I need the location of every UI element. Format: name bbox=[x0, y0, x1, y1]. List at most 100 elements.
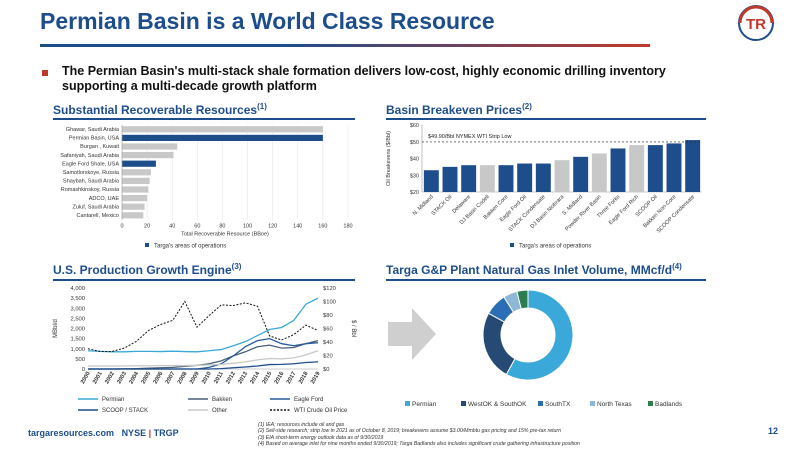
breakeven-footnote-ref: (2) bbox=[522, 102, 532, 111]
legend-swatch bbox=[648, 401, 653, 406]
category-label: Permian Basin, USA bbox=[69, 136, 119, 142]
legend-label: Targa's areas of operations bbox=[519, 244, 591, 250]
intro-bullet: The Permian Basin's multi-stack shale fo… bbox=[62, 64, 666, 93]
category-label: ADCO, UAE bbox=[89, 196, 120, 202]
series-line bbox=[88, 350, 319, 367]
bar bbox=[554, 160, 570, 192]
x-tick-label: 0 bbox=[120, 224, 123, 230]
legend-label: Bakken bbox=[212, 397, 232, 403]
targa-logo: TR bbox=[738, 5, 774, 41]
x-tick-label: 2002 bbox=[104, 371, 116, 385]
y-tick-label: $40 bbox=[410, 157, 419, 163]
category-label: Cantarell, Mexico bbox=[77, 213, 120, 219]
legend-label: Targa's areas of operations bbox=[154, 244, 226, 250]
y-tick-label: $20 bbox=[410, 190, 419, 196]
bar bbox=[122, 195, 148, 202]
bar bbox=[685, 140, 701, 192]
x-tick-label: 40 bbox=[169, 224, 175, 230]
bar bbox=[122, 177, 150, 184]
x-tick-label: 2006 bbox=[153, 370, 165, 385]
bar bbox=[423, 170, 439, 192]
category-label: Ghawar, Saudi Arabia bbox=[66, 127, 120, 133]
category-label: Bakken Non-Core bbox=[642, 194, 677, 229]
bar bbox=[535, 163, 551, 192]
y2-tick-label: $120 bbox=[323, 286, 336, 292]
breakeven-heading: Basin Breakeven Prices(2) bbox=[386, 102, 532, 117]
bar bbox=[573, 156, 589, 192]
production-divider bbox=[53, 279, 355, 281]
slide-title: Permian Basin is a World Class Resource bbox=[40, 8, 495, 34]
recoverable-resources-chart: 0 20 40 60 80 100 120 140 160 180 Ghawar, Saudi Ar… bbox=[60, 125, 353, 250]
x-tick-label: 2003 bbox=[116, 370, 128, 385]
y-tick-label: 4,000 bbox=[70, 286, 85, 292]
category-label: Eagle Ford Shale, USA bbox=[62, 161, 119, 167]
x-tick-label: 2001 bbox=[92, 370, 104, 385]
breakeven-divider bbox=[386, 118, 706, 120]
production-heading: U.S. Production Growth Engine(3) bbox=[53, 262, 241, 277]
production-footnote-ref: (3) bbox=[231, 262, 242, 271]
category-label: STACK Oil bbox=[431, 194, 454, 217]
bar bbox=[479, 165, 495, 192]
y-axis-title: MBbl/d bbox=[53, 319, 59, 338]
bar bbox=[461, 165, 477, 192]
y-axis-title: Oil Breakevens ($/Bbl) bbox=[386, 131, 392, 186]
x-tick-label: 2012 bbox=[225, 371, 237, 385]
inlet-volume-chart: Permian WestOK & SouthOK SouthTX North Texa… bbox=[405, 289, 683, 408]
x-tick-label: 2017 bbox=[286, 371, 298, 385]
y2-tick-label: $20 bbox=[323, 354, 333, 360]
footer-brand: targaresources.com NYSE | TRGP bbox=[28, 428, 179, 438]
y2-tick-label: $100 bbox=[323, 300, 336, 306]
legend-swatch bbox=[461, 401, 466, 406]
y2-tick-label: $0 bbox=[323, 367, 329, 373]
bar bbox=[610, 148, 626, 192]
y-tick-label: $60 bbox=[410, 123, 419, 129]
bar bbox=[666, 143, 682, 192]
bar bbox=[629, 145, 645, 192]
donut-slice bbox=[482, 312, 516, 376]
footnotes: (1) IEA; resources include oil and gas (… bbox=[258, 422, 580, 447]
x-tick-label: 2005 bbox=[141, 370, 153, 385]
x-tick-label: 2000 bbox=[80, 371, 92, 385]
inlet-heading: Targa G&P Plant Natural Gas Inlet Volume… bbox=[386, 262, 682, 277]
legend-swatch bbox=[145, 243, 149, 247]
y-tick-label: 2,000 bbox=[70, 327, 85, 333]
x-tick-label: 100 bbox=[243, 224, 252, 230]
x-tick-label: 140 bbox=[293, 224, 302, 230]
footnote: (3) EIA short-term energy outlook data a… bbox=[258, 434, 384, 441]
category-label: Samotlorskoye, Russia bbox=[63, 170, 120, 176]
y2-tick-label: $60 bbox=[323, 327, 333, 333]
donut-slice bbox=[505, 289, 574, 381]
y-tick-label: $50 bbox=[410, 140, 419, 146]
x-tick-label: 2018 bbox=[298, 370, 310, 385]
legend-label: Permian bbox=[102, 397, 124, 403]
bullet-marker bbox=[42, 70, 48, 76]
recoverable-heading: Substantial Recoverable Resources(1) bbox=[53, 102, 267, 117]
x-axis-title: Total Recoverable Resource (BBoe) bbox=[181, 232, 269, 238]
page-number: 12 bbox=[768, 426, 779, 436]
category-label: DJ Basin Niobrara bbox=[530, 194, 566, 230]
inlet-footnote-ref: (4) bbox=[672, 262, 682, 271]
bar bbox=[122, 186, 149, 193]
x-tick-label: 60 bbox=[194, 224, 200, 230]
legend-label: North Texas bbox=[597, 401, 632, 408]
bar bbox=[122, 143, 178, 150]
y2-tick-label: $80 bbox=[323, 313, 333, 319]
recoverable-footnote-ref: (1) bbox=[257, 102, 267, 111]
x-tick-label: 2004 bbox=[129, 370, 141, 385]
bar bbox=[122, 160, 156, 167]
breakeven-title: Basin Breakeven Prices bbox=[386, 103, 523, 117]
y-tick-label: 2,500 bbox=[70, 316, 85, 322]
donut-slice bbox=[516, 289, 529, 310]
production-title: U.S. Production Growth Engine bbox=[53, 263, 232, 277]
legend-swatch bbox=[405, 401, 410, 406]
footer-url[interactable]: targaresources.com bbox=[28, 428, 115, 438]
footnote: (4) Based on average inlet for nine mont… bbox=[258, 440, 580, 447]
y-tick-label: 1,000 bbox=[70, 347, 85, 353]
category-label: Safaniyah, Saudi Arabia bbox=[60, 153, 120, 159]
y-tick-label: 0 bbox=[82, 367, 85, 373]
x-tick-label: 2013 bbox=[237, 370, 249, 385]
category-label: Romashkinskoy, Russia bbox=[61, 187, 120, 193]
bar bbox=[122, 169, 151, 176]
x-tick-label: 80 bbox=[219, 224, 225, 230]
